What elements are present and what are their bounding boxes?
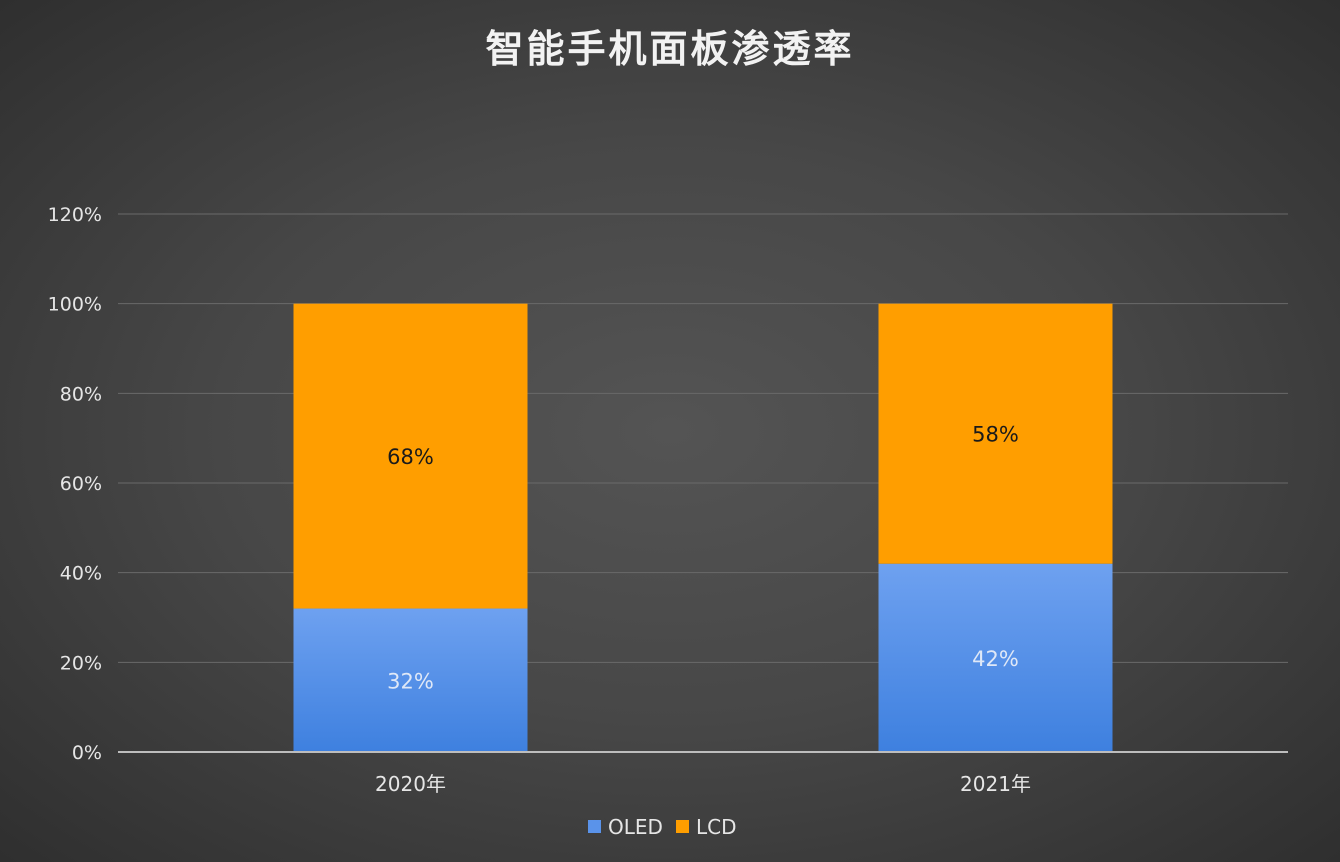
y-tick-label: 120% <box>48 204 102 226</box>
data-label: 42% <box>972 647 1019 671</box>
legend-swatch-lcd <box>676 820 689 833</box>
legend-label-oled: OLED <box>608 815 663 839</box>
chart-title: 智能手机面板渗透率 <box>485 27 855 71</box>
data-label: 58% <box>972 423 1019 447</box>
data-label: 68% <box>387 445 434 469</box>
x-tick-label: 2021年 <box>960 772 1031 796</box>
y-tick-label: 100% <box>48 294 102 316</box>
y-tick-label: 20% <box>60 652 102 674</box>
bar-lcd <box>878 303 1113 564</box>
x-tick-label: 2020年 <box>375 772 446 796</box>
legend-swatch-oled <box>588 820 601 833</box>
bar-lcd <box>293 303 528 609</box>
y-tick-label: 40% <box>60 563 102 585</box>
bar-oled <box>878 563 1113 752</box>
bar-oled <box>293 608 528 752</box>
data-label: 32% <box>387 669 434 693</box>
y-tick-label: 80% <box>60 383 102 405</box>
legend-label-lcd: LCD <box>696 815 737 839</box>
y-tick-label: 60% <box>60 473 102 495</box>
y-tick-label: 0% <box>72 742 102 764</box>
